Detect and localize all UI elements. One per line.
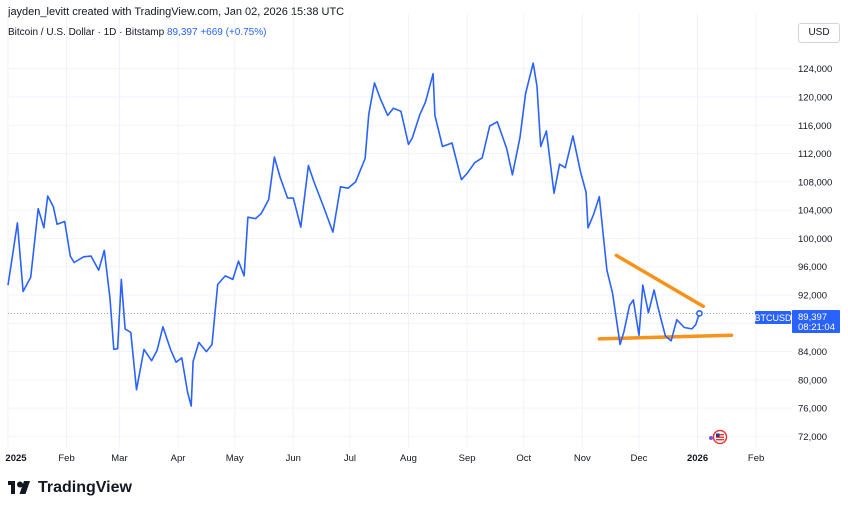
y-tick-label: 124,000 <box>798 64 832 75</box>
grid <box>7 14 792 447</box>
tradingview-brand[interactable]: TradingView <box>8 479 132 497</box>
y-tick-label: 96,000 <box>798 262 827 273</box>
price-tag-value-bg <box>792 310 840 333</box>
x-tick-label: Nov <box>574 453 591 464</box>
price-tag-symbol: BTCUSD <box>754 313 792 323</box>
y-tick-label: 76,000 <box>798 404 827 415</box>
price-change: +669 (+0.75%) <box>200 27 267 38</box>
author-credit: jayden_levitt created with TradingView.c… <box>8 6 345 18</box>
y-tick-label: 72,000 <box>798 432 827 443</box>
y-tick-label: 100,000 <box>798 234 832 245</box>
price-chart[interactable]: 72,00076,00080,00084,00088,00092,00096,0… <box>0 0 848 470</box>
trendline[interactable] <box>614 253 705 309</box>
x-tick-label: May <box>226 453 244 464</box>
price-tag-symbol-bg <box>755 311 791 324</box>
currency-selector[interactable]: USD <box>798 23 840 43</box>
y-tick-label: 108,000 <box>798 177 832 188</box>
y-tick-label: 92,000 <box>798 290 827 301</box>
event-flag-icon[interactable] <box>709 429 728 445</box>
price-tag: BTCUSD 89,397 08:21:04 <box>754 310 840 333</box>
x-tick-label: Feb <box>58 453 74 464</box>
x-axis: 2025 Feb Mar Apr May Jun Jul Aug Sep Oct Nov Dec 202… <box>5 453 764 464</box>
y-tick-label: 116,000 <box>798 121 832 132</box>
y-tick-label: 120,000 <box>798 93 832 104</box>
x-tick-label: Jul <box>344 453 356 464</box>
x-tick-label: Sep <box>459 453 476 464</box>
y-tick-label: 80,000 <box>798 375 827 386</box>
y-axis: 72,00076,00080,00084,00088,00092,00096,0… <box>798 64 832 443</box>
x-tick-label: Feb <box>748 453 764 464</box>
x-tick-label: Apr <box>171 453 186 464</box>
last-price-dot <box>696 309 703 317</box>
x-tick-label: 2026 <box>687 453 708 464</box>
x-tick-label: Aug <box>400 453 417 464</box>
price-series-line <box>7 62 701 407</box>
x-tick-label: Mar <box>111 453 127 464</box>
tradingview-wordmark: TradingView <box>38 479 132 496</box>
x-tick-label: Dec <box>631 453 648 464</box>
price-tag-price: 89,397 <box>798 312 827 323</box>
tradingview-logo-icon <box>8 481 30 494</box>
y-tick-label: 112,000 <box>798 149 832 160</box>
x-tick-label: Jun <box>286 453 301 464</box>
y-tick-label: 104,000 <box>798 206 832 217</box>
symbol-name: Bitcoin / U.S. Dollar · 1D · Bitstamp <box>8 27 165 38</box>
x-tick-label: Oct <box>516 453 531 464</box>
x-tick-label: 2025 <box>5 453 27 464</box>
y-tick-label: 84,000 <box>798 347 827 358</box>
trendlines[interactable] <box>597 253 734 341</box>
price-tag-countdown: 08:21:04 <box>798 322 835 333</box>
last-price: 89,397 <box>166 27 198 38</box>
symbol-info: Bitcoin / U.S. Dollar · 1D · Bitstamp 89… <box>8 27 266 38</box>
